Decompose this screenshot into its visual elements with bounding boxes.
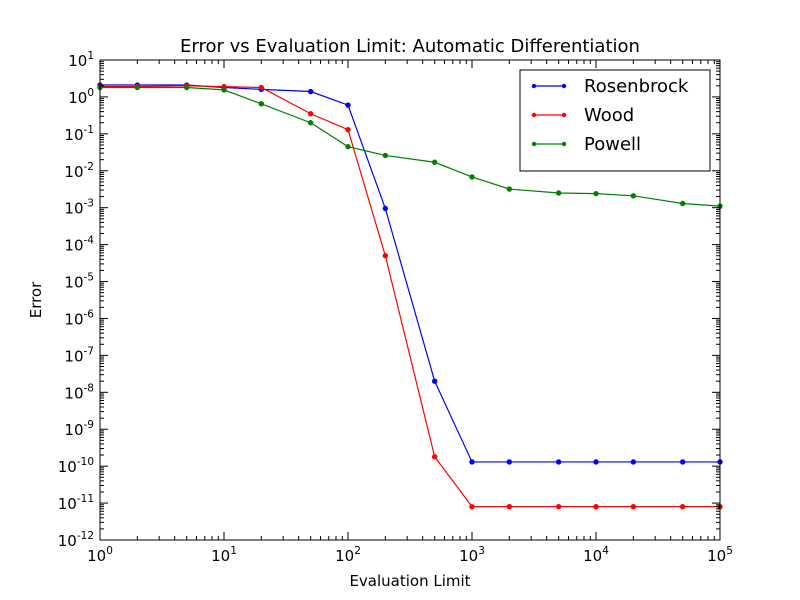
data-point-rosenbrock [506,459,513,465]
legend-marker [561,141,567,147]
legend-marker [561,112,567,118]
data-point-powell [307,120,314,126]
data-point-powell [221,87,227,93]
x-axis-label: Evaluation Limit [349,572,470,590]
legend-label-wood: Wood [584,105,634,126]
data-point-wood [307,111,314,117]
y-tick-label: 10-8 [64,382,94,402]
y-tick-label: 10-5 [64,272,94,292]
data-point-wood [382,253,389,259]
data-point-powell [555,190,562,196]
plot-frame [99,59,721,541]
data-point-powell [134,84,141,91]
data-point-wood [679,503,686,510]
data-point-rosenbrock [469,459,475,465]
data-point-rosenbrock [382,205,389,212]
data-point-rosenbrock [431,378,438,384]
data-point-powell [506,186,513,192]
series-line-wood [100,85,720,508]
y-tick-label: 10-9 [64,419,94,439]
y-tick-label: 10-2 [64,161,94,181]
x-tick-label: 102 [335,545,361,565]
y-tick-label: 10-6 [64,308,94,328]
data-point-powell [469,174,475,180]
data-point-powell [258,101,265,107]
data-point-powell [630,193,637,199]
legend-label-rosenbrock: Rosenbrock [584,76,689,97]
data-point-wood [555,503,562,510]
legend-marker [531,83,537,89]
x-tick-label: 105 [707,545,733,565]
data-point-powell [382,152,389,159]
data-point-rosenbrock [679,459,686,465]
y-tick-label: 10-12 [58,530,94,550]
data-point-wood [345,126,351,133]
chart-title: Error vs Evaluation Limit: Automatic Dif… [180,36,640,57]
data-point-powell [183,84,190,91]
y-tick-label: 101 [68,50,94,70]
data-point-rosenbrock [593,459,599,465]
x-tick-label: 104 [583,545,609,565]
legend-label-powell: Powell [584,134,641,155]
legend-marker [531,112,537,118]
y-axis-label: Error [27,281,45,318]
legend: Rosenbrock Wood Powell [519,69,711,172]
y-tick-label: 10-1 [64,124,94,144]
axis-ticks: 100 101 102 103 104 105 101 100 10-1 10-2 10-3 10-4… [58,50,733,565]
y-tick-label: 10-10 [58,456,94,476]
plot-area [97,82,723,510]
series-line-powell [100,86,721,207]
y-tick-label: 10-4 [64,235,94,255]
data-point-wood [593,503,599,510]
y-tick-label: 10-7 [64,345,94,365]
data-point-wood [506,503,513,510]
legend-marker [561,83,567,89]
data-point-wood [630,503,637,510]
data-point-powell [345,143,351,150]
data-point-rosenbrock [555,459,562,465]
data-point-wood [431,454,438,460]
data-point-rosenbrock [307,88,314,95]
data-point-rosenbrock [345,102,351,108]
data-point-wood [258,84,265,91]
data-point-powell [593,190,599,197]
y-tick-label: 10-11 [58,493,94,513]
x-tick-label: 103 [459,545,485,565]
y-tick-label: 100 [68,87,94,107]
legend-box [519,69,711,172]
data-point-wood [469,503,475,510]
data-point-powell [679,200,686,207]
legend-marker [531,141,537,147]
x-tick-label: 100 [87,545,113,565]
x-tick-label: 101 [211,545,237,565]
y-tick-label: 10-3 [64,198,94,218]
data-point-powell [431,159,438,165]
data-point-rosenbrock [630,459,637,465]
